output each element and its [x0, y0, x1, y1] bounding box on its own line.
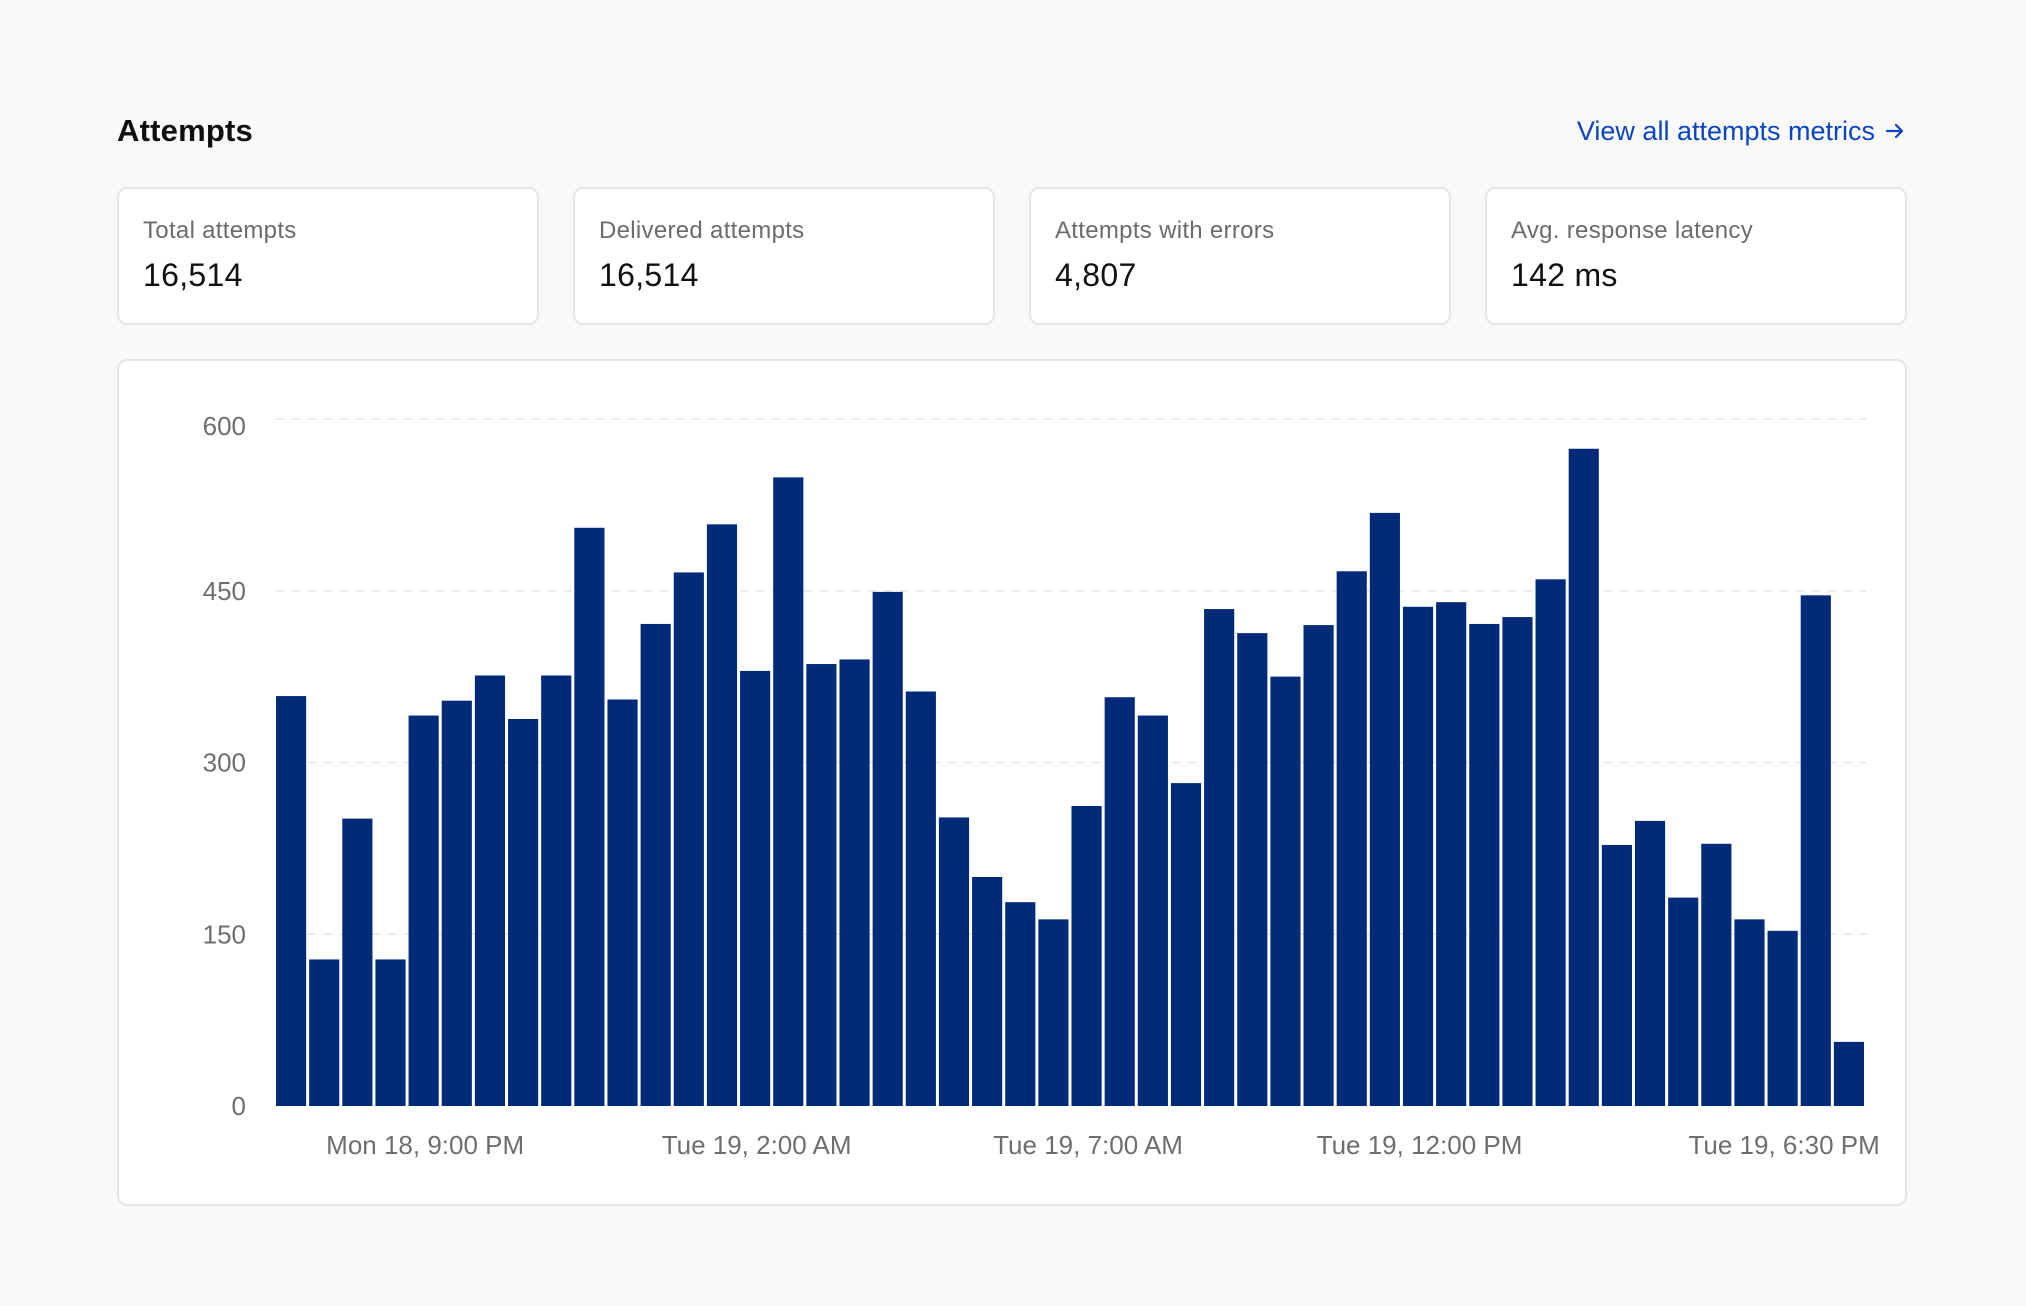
metric-value: 142 ms [1511, 257, 1618, 293]
bar[interactable] [375, 959, 406, 1106]
attempts-bar-chart: 600 450 300 150 0 Mon 18, 9:00 PM Tue 19, 2:00… [203, 411, 1880, 1160]
attempts-chart-panel: 600 450 300 150 0 Mon 18, 9:00 PM Tue 19, 2:00… [117, 359, 1907, 1206]
bar[interactable] [905, 691, 936, 1106]
bar[interactable] [1369, 512, 1400, 1106]
bar[interactable] [839, 659, 870, 1106]
metric-card-avg-response-latency: Avg. response latency 142 ms [1485, 187, 1907, 325]
metric-label: Delivered attempts [599, 217, 805, 244]
metric-value: 16,514 [599, 257, 699, 293]
bar[interactable] [1204, 609, 1235, 1106]
arrow-right-icon [1885, 123, 1904, 139]
y-tick-label: 600 [203, 411, 246, 441]
bar[interactable] [1701, 843, 1732, 1106]
bar[interactable] [508, 718, 539, 1106]
y-tick-label: 450 [203, 576, 246, 606]
bar[interactable] [441, 700, 472, 1106]
x-tick-label: Tue 19, 6:30 PM [1689, 1130, 1880, 1160]
bar[interactable] [1402, 606, 1434, 1106]
metric-label: Avg. response latency [1511, 217, 1753, 244]
bar[interactable] [1568, 448, 1599, 1106]
bar[interactable] [1469, 623, 1500, 1106]
bar[interactable] [1270, 676, 1301, 1107]
y-tick-label: 0 [232, 1091, 246, 1121]
x-tick-label: Tue 19, 12:00 PM [1317, 1130, 1523, 1160]
bar[interactable] [640, 623, 671, 1106]
bar[interactable] [1071, 806, 1102, 1106]
section-header: Attempts View all attempts metrics [117, 106, 1907, 156]
bar[interactable] [342, 818, 373, 1106]
metric-value: 16,514 [143, 257, 243, 293]
bar[interactable] [1800, 595, 1831, 1106]
bar[interactable] [1601, 844, 1632, 1106]
bar[interactable] [1502, 617, 1533, 1106]
bar[interactable] [1767, 930, 1798, 1106]
metric-card-total-attempts: Total attempts 16,514 [117, 187, 539, 325]
view-all-link-label: View all attempts metrics [1576, 115, 1875, 146]
bar[interactable] [1535, 579, 1566, 1106]
bar[interactable] [1137, 715, 1168, 1106]
bar[interactable] [706, 524, 738, 1106]
metric-card-delivered-attempts: Delivered attempts 16,514 [573, 187, 995, 325]
bar[interactable] [276, 696, 307, 1106]
view-all-attempts-metrics-link[interactable]: View all attempts metrics [1577, 116, 1907, 147]
bar[interactable] [1668, 897, 1699, 1106]
bar[interactable] [673, 572, 704, 1106]
bar[interactable] [740, 670, 771, 1106]
bar[interactable] [806, 664, 837, 1106]
bar[interactable] [1104, 697, 1135, 1106]
bar[interactable] [1038, 919, 1069, 1106]
metric-label: Attempts with errors [1055, 217, 1275, 244]
bar[interactable] [309, 959, 340, 1106]
bar[interactable] [607, 699, 638, 1106]
section-title: Attempts [117, 113, 253, 148]
bar[interactable] [872, 591, 903, 1106]
bar[interactable] [1634, 820, 1666, 1106]
bar[interactable] [1734, 919, 1765, 1106]
bar[interactable] [938, 817, 970, 1106]
bar[interactable] [541, 675, 572, 1106]
bar[interactable] [1303, 625, 1334, 1106]
bar[interactable] [574, 527, 605, 1106]
bar[interactable] [474, 675, 506, 1106]
metric-cards: Total attempts 16,514 Delivered attempts… [117, 187, 1907, 325]
x-tick-label: Tue 19, 2:00 AM [662, 1130, 852, 1160]
bar[interactable] [1237, 633, 1268, 1106]
bar[interactable] [1336, 571, 1367, 1106]
bar[interactable] [1833, 1041, 1864, 1106]
y-tick-label: 150 [203, 919, 246, 949]
x-tick-label: Mon 18, 9:00 PM [326, 1130, 524, 1160]
metric-value: 4,807 [1055, 257, 1137, 293]
bar[interactable] [773, 477, 804, 1106]
metric-card-attempts-with-errors: Attempts with errors 4,807 [1029, 187, 1451, 325]
bar[interactable] [972, 877, 1003, 1106]
y-tick-label: 300 [203, 748, 246, 778]
bar[interactable] [1170, 783, 1202, 1106]
bar[interactable] [1436, 602, 1467, 1106]
x-tick-label: Tue 19, 7:00 AM [993, 1130, 1183, 1160]
bar[interactable] [408, 715, 439, 1106]
bar[interactable] [1005, 902, 1036, 1106]
metric-label: Total attempts [143, 217, 297, 244]
